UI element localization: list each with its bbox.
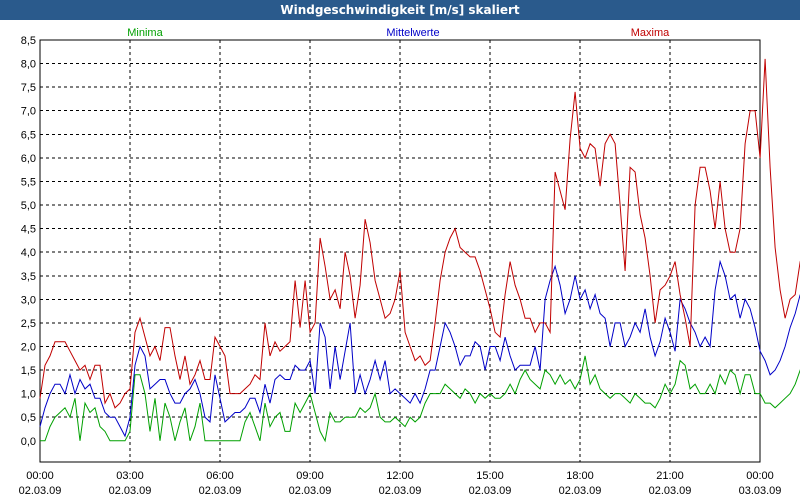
grid [40,40,760,462]
y-tick-label: 5,5 [21,176,36,188]
y-tick-label: 3,0 [21,294,36,306]
y-tick-label: 6,0 [21,153,36,165]
x-tick-time: 00:00 [746,470,774,482]
x-tick-time: 21:00 [656,470,684,482]
series-line-maxima [39,58,800,409]
x-tick-time: 09:00 [296,470,324,482]
chart: 0,0 0,5 1,0 1,5 2,0 2,5 3,0 3,5 4,0 4,5 5,0 5,5 6,0 6… [19,27,800,497]
y-tick-label: 7,5 [21,82,36,94]
x-axis: 00:00 02.03.09 03:00 02.03.09 06:00 02.03.09 0… [19,470,782,497]
x-tick-time: 18:00 [566,470,594,482]
x-tick-date: 02.03.09 [19,485,62,497]
x-tick-date: 02.03.09 [109,485,152,497]
series-line-minima [40,355,800,443]
window-title: Windgeschwindigkeit [m/s] skaliert [0,0,800,20]
x-tick-time: 00:00 [26,470,54,482]
y-tick-label: 1,5 [21,365,36,377]
x-tick-date: 02.03.09 [379,485,422,497]
y-tick-label: 8,0 [21,59,36,71]
y-tick-label: 5,0 [21,200,36,212]
legend-label-mittelwerte: Mittelwerte [386,27,439,39]
y-tick-label: 0,5 [21,412,36,424]
y-tick-label: 6,5 [21,129,36,141]
x-tick-date: 03.03.09 [739,485,782,497]
y-tick-label: 0,0 [21,436,36,448]
x-tick-date: 02.03.09 [469,485,512,497]
y-tick-label: 2,5 [21,318,36,330]
x-tick-date: 02.03.09 [199,485,242,497]
y-tick-label: 3,5 [21,271,36,283]
x-tick-date: 02.03.09 [559,485,602,497]
y-axis: 0,0 0,5 1,0 1,5 2,0 2,5 3,0 3,5 4,0 4,5 5,0 5,5 6,0 6… [21,35,36,448]
x-tick-time: 06:00 [206,470,234,482]
legend-label-minima: Minima [127,27,163,39]
y-tick-label: 8,5 [21,35,36,47]
y-tick-label: 7,0 [21,106,36,118]
series-group [39,58,800,443]
legend-label-maxima: Maxima [631,27,670,39]
x-tick-time: 12:00 [386,470,414,482]
y-tick-label: 1,0 [21,389,36,401]
x-tick-date: 02.03.09 [289,485,332,497]
y-tick-label: 4,5 [21,224,36,236]
y-tick-label: 2,0 [21,341,36,353]
legend: Minima Mittelwerte Maxima [127,27,670,39]
y-tick-label: 4,0 [21,247,36,259]
x-tick-date: 02.03.09 [649,485,692,497]
x-tick-time: 03:00 [116,470,144,482]
x-tick-time: 15:00 [476,470,504,482]
